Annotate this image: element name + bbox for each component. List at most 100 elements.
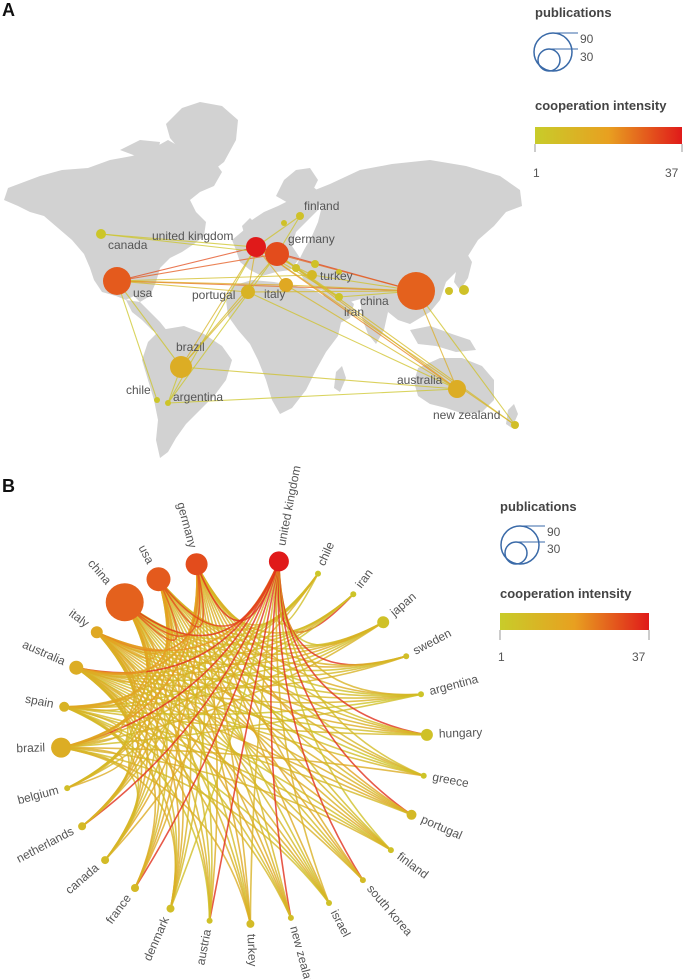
chord-link [124,601,427,736]
chord-link [96,631,211,921]
chord-label-netherlands: netherlands [14,824,76,866]
chord-label-united-kingdom: united kingdom [274,464,303,547]
map-minor-node [311,260,319,268]
chord-label-chile: chile [314,539,337,568]
map-label-brazil: brazil [176,340,205,354]
chord-link [76,631,139,683]
chord-link [134,578,181,889]
chord-node-turkey [246,919,255,928]
chord-link [124,601,184,909]
chord-label-canada: canada [63,860,102,896]
chord-link [169,564,207,909]
chord-link [60,746,177,909]
legend-a-pub-large: 90 [580,32,594,46]
world-map [4,102,522,458]
chord-link [64,601,149,708]
chord-node-belgium [64,785,71,792]
legend-b-small-ring [504,541,528,565]
chord-link [157,561,280,627]
map-country-labels: canada united kingdom germany finland turkey… [108,199,500,422]
chord-label-denmark: denmark [140,914,172,963]
chord-link [96,631,292,919]
map-link [116,280,158,401]
chord-node-israel [326,900,332,906]
chord-node-hungary [420,728,433,741]
chord-label-finland: finland [394,849,431,881]
map-link [276,253,458,390]
map-node-usa [103,267,131,295]
chord-label-spain: spain [24,692,55,711]
chord-node-germany [185,553,208,576]
se-asia-islands [410,326,476,352]
greenland-landmass [166,102,238,176]
chord-link [64,666,128,711]
chord-link [66,631,137,789]
chord-label-china: china [85,556,115,587]
chord-label-iran: iran [352,566,375,590]
chord-node-finland [387,847,394,854]
chord-link [96,631,252,925]
chord-link [96,578,173,655]
chord-link [61,746,392,851]
chord-label-japan: japan [387,589,419,619]
chord-node-denmark [166,904,175,913]
map-link [180,366,458,390]
legend-a-intensity-title: cooperation intensity [535,98,667,113]
chord-node-china [105,583,144,622]
chord-node-france [131,884,139,892]
chord-link [76,601,152,678]
chord-link [61,746,124,789]
chord-label-belgium: belgium [16,783,60,807]
chord-link [76,655,407,689]
map-link [276,253,417,292]
chord-link [195,563,428,736]
chord-link [249,561,280,924]
map-link [116,280,287,286]
chord-label-argentina: argentina [428,672,480,698]
map-label-chile: chile [126,383,151,397]
chord-node-argentina [418,691,424,698]
chord-node-united-kingdom [268,551,289,572]
map-label-portugal: portugal [192,288,235,302]
chord-link [96,631,427,736]
chord-node-sweden [403,653,410,660]
panel-a-letter: A [2,0,15,20]
map-node-united-kingdom [246,237,266,257]
chord-link [81,561,280,827]
chord-link [195,563,422,696]
chord-link [63,706,130,827]
north-america-landmass [4,140,222,302]
chord-link [124,561,280,637]
chord-label-germany: germany [174,501,200,550]
chord-link [66,667,129,789]
chord-node-netherlands [78,822,87,831]
chord-node-greece [420,772,427,779]
map-link [167,388,458,404]
chord-link [61,706,123,749]
legend-b-pub-small: 30 [547,542,561,556]
legend-b-intensity-title: cooperation intensity [500,586,632,601]
chord-label-turkey: turkey [245,934,260,967]
chord-label-hungary: hungary [439,725,483,740]
map-link [255,246,516,426]
legend-a-small-ring [537,48,561,72]
map-link [167,253,278,404]
chord-link [63,706,140,861]
legend-a-min: 1 [533,166,540,180]
map-label-germany: germany [288,232,335,246]
chord-node-new-zealand [287,914,294,921]
chord-node-spain [59,701,70,712]
chord-label-portugal: portugal [419,812,464,842]
chord-link [96,601,156,660]
map-label-usa: usa [133,286,153,300]
legend-b-min: 1 [498,650,505,664]
chord-label-israel: israel [328,907,354,939]
map-node-iran [335,293,343,301]
chord-link [270,561,292,919]
chord-link [60,667,127,749]
map-node-canada [96,229,106,239]
map-node-china [397,272,435,310]
map-label-iran: iran [344,305,364,319]
chord-node-australia [69,660,84,675]
